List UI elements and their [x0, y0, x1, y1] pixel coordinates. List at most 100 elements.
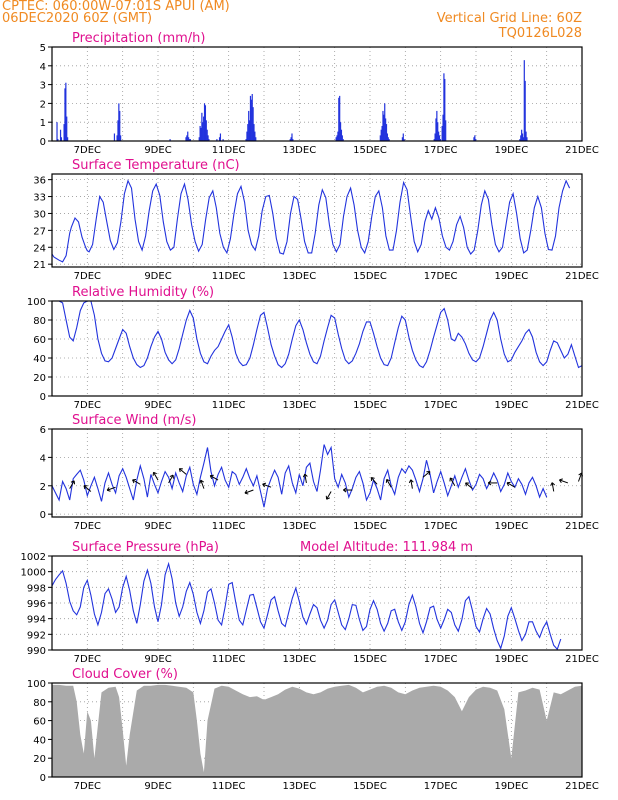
precip-bar: [66, 116, 68, 141]
wind-arrow: [153, 472, 159, 481]
precip-bar: [403, 139, 405, 141]
panel-precip: 0 1 2 3 4 5 Precipitation (mm/h) 7DEC 9DEC 11DEC 1…: [40, 31, 599, 156]
precip-bar: [521, 129, 523, 141]
precip-bar: [202, 122, 204, 141]
precip-bar: [402, 133, 404, 141]
x-tick-label: 11DEC: [212, 781, 246, 792]
precip-bar: [436, 110, 438, 141]
wind-arrow: [168, 474, 174, 484]
precip-bar: [56, 122, 58, 141]
precip-bar: [523, 60, 525, 141]
y-tick-label: 33: [33, 193, 46, 204]
series-line-rh: [52, 300, 583, 369]
wind-arrow: [326, 491, 332, 500]
precip-bar: [253, 124, 255, 141]
precip-bar: [59, 129, 62, 141]
y-tick-label: 6: [40, 425, 46, 436]
precip-bar: [292, 139, 294, 141]
wind-arrow-head: [426, 470, 431, 475]
x-tick-label: 19DEC: [494, 145, 528, 156]
precip-bar: [206, 129, 208, 141]
precip-bar: [434, 133, 436, 141]
x-tick-label: 13DEC: [282, 271, 316, 282]
y-tick-label: 40: [33, 354, 46, 365]
panel-title: Precipitation (mm/h): [72, 31, 205, 46]
y-tick-label: 20: [33, 373, 46, 384]
wind-arrow-head: [209, 474, 214, 479]
wind-arrow: [370, 477, 378, 485]
x-tick-label: 17DEC: [424, 400, 458, 411]
panel-wind: 0 2 4 6 Surface Wind (m/s) 7DEC 9DEC 11DEC 13DEC…: [40, 413, 599, 532]
wind-arrow-head: [558, 478, 563, 484]
series-line-wind: [51, 444, 548, 508]
x-tick-label: 15DEC: [353, 654, 387, 665]
precip-bar: [339, 122, 342, 141]
header-date: 06DEC2020 60Z (GMT): [2, 11, 153, 26]
y-tick-label: 0: [40, 773, 46, 784]
precip-bar: [199, 125, 201, 141]
wind-arrow-head: [83, 485, 88, 490]
header-run-code: TQ0126L028: [498, 26, 582, 41]
wind-arrow: [559, 479, 569, 484]
wind-arrow: [551, 482, 555, 492]
panel-cloud: 0 20 40 60 80 100 Cloud Cover (%) 7DEC 9DEC 11DEC…: [27, 667, 599, 792]
precip-bar: [65, 82, 67, 141]
x-tick-label: 17DEC: [424, 521, 458, 532]
precip-bar: [475, 139, 477, 141]
y-tick-label: 24: [33, 243, 46, 254]
wind-arrow-head: [152, 471, 157, 476]
x-tick-label: 7DEC: [74, 271, 101, 282]
y-tick-label: 0: [40, 392, 46, 403]
precip-bar: [248, 110, 250, 141]
wind-arrow-head: [199, 479, 205, 484]
wind-arrow: [386, 479, 392, 488]
x-tick-label: 13DEC: [282, 400, 316, 411]
precip-bar: [524, 80, 526, 141]
y-tick-label: 21: [33, 260, 46, 271]
wind-arrow-head: [487, 480, 492, 486]
model-altitude-label: Model Altitude: 111.984 m: [300, 540, 473, 555]
panel-title: Surface Temperature (nC): [72, 158, 240, 173]
precip-bar: [289, 139, 291, 141]
y-tick-label: 2: [40, 482, 46, 493]
precip-bar: [245, 139, 247, 141]
wind-arrow-head: [550, 482, 556, 486]
y-tick-label: 100: [27, 679, 46, 690]
precip-bar: [435, 118, 437, 141]
precip-bar: [290, 137, 292, 141]
x-tick-label: 13DEC: [282, 521, 316, 532]
precip-bar: [208, 139, 210, 141]
x-tick-label: 11DEC: [212, 400, 246, 411]
precip-bar: [445, 120, 447, 141]
precip-bar: [247, 124, 249, 141]
precip-bar: [291, 133, 293, 141]
x-tick-label: 7DEC: [74, 654, 101, 665]
precip-bar: [437, 122, 439, 141]
y-tick-label: 3: [40, 81, 46, 92]
wind-arrow-head: [244, 489, 249, 495]
x-tick-label: 19DEC: [494, 271, 528, 282]
y-tick-label: 996: [27, 599, 46, 610]
wind-arrow: [304, 473, 307, 484]
panel-title: Relative Humidity (%): [72, 285, 214, 300]
y-tick-label: 0: [40, 510, 46, 521]
wind-arrow-head: [178, 468, 183, 473]
y-tick-label: 992: [27, 630, 46, 641]
y-tick-label: 990: [27, 646, 46, 657]
precip-bar: [63, 124, 65, 141]
wind-arrow: [179, 468, 187, 475]
y-tick-label: 1000: [21, 568, 46, 579]
precip-bar: [383, 114, 385, 141]
precip-bar: [335, 137, 337, 141]
precip-bar: [438, 135, 441, 141]
header-location: CPTEC: 060:00W-07:01S APUI (AM): [2, 0, 230, 14]
wind-arrow: [132, 479, 141, 485]
y-tick-label: 998: [27, 583, 46, 594]
x-tick-label: 13DEC: [282, 145, 316, 156]
precip-bar: [384, 103, 386, 141]
precip-bar: [118, 103, 120, 141]
wind-arrow-head: [506, 481, 511, 487]
x-tick-label: 7DEC: [74, 521, 101, 532]
x-tick-label: 21DEC: [565, 145, 599, 156]
